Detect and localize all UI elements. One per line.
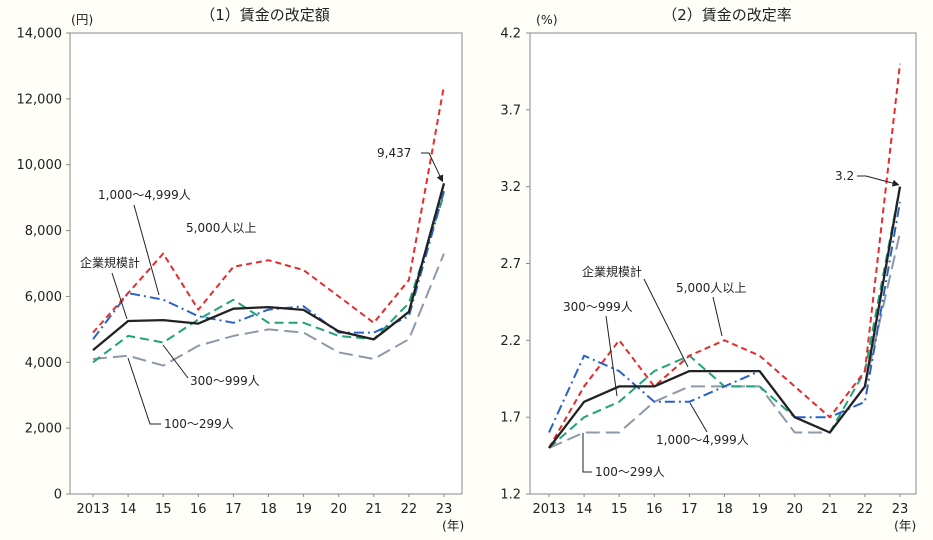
chart-1-xtick-label: 17	[225, 502, 242, 517]
chart-1-xtick-label: 14	[120, 502, 137, 517]
chart-2-label-5000-plus-leader	[712, 296, 723, 337]
chart-1-ytick-label: 14,000	[17, 27, 63, 42]
chart-2-label-1000-4999-leader	[689, 402, 708, 433]
chart-2-xtick-label: 22	[857, 502, 874, 517]
chart-2-value-callout: 3.2	[835, 169, 854, 183]
chart-2-value-callout-leader	[857, 175, 900, 187]
chart-2-x-unit-label: (年)	[894, 518, 916, 533]
chart-1-line-300-999	[92, 193, 445, 364]
chart-1-label-300-999: 300～999人	[190, 374, 260, 388]
chart-2-xtick-label: 18	[716, 502, 733, 517]
chart-1-label-total: 企業規模計	[80, 255, 140, 270]
chart-1-xtick-label: 16	[190, 502, 207, 517]
chart-1-label-300-999-leader	[162, 344, 189, 379]
chart-1: （1）賃金の改定額 (円) (年) 0 2,000 4,000 6,000 8,000 10,0…	[17, 6, 465, 533]
chart-1-xtick-label: 20	[330, 502, 347, 517]
chart-2-ytick-label: 3.7	[500, 103, 521, 118]
chart-2-label-total: 企業規模計	[582, 264, 642, 279]
chart-1-ytick-label: 8,000	[25, 224, 62, 239]
chart-1-ytick-label: 4,000	[25, 356, 62, 371]
chart-2-label-300-999-leader	[605, 315, 618, 397]
chart-2-line-total	[548, 186, 902, 449]
chart-2-ytick-label: 3.2	[500, 180, 521, 195]
chart-2-line-5000-plus	[548, 63, 901, 449]
chart-2-line-1000-4999	[548, 201, 901, 433]
chart-2-label-300-999: 300～999人	[563, 300, 633, 314]
chart-1-label-total-leader	[111, 272, 128, 320]
chart-2-ytick-label: 1.2	[500, 488, 521, 503]
chart-2-ytick-label: 4.2	[500, 27, 521, 42]
chart-2-xtick-label: 15	[611, 502, 628, 517]
chart-1-label-100-299-leader	[127, 357, 161, 425]
chart-2-plot-area	[529, 32, 917, 495]
chart-1-title: （1）賃金の改定額	[200, 6, 330, 24]
chart-1-xtick-label: 18	[260, 502, 277, 517]
chart-1-value-callout-leader	[421, 152, 444, 183]
chart-1-x-unit-label: (年)	[442, 518, 464, 533]
chart-1-xtick-label: 22	[401, 502, 418, 517]
chart-2-xtick-label: 2013	[532, 502, 565, 517]
chart-2-label-5000-plus: 5,000人以上	[676, 281, 746, 295]
chart-2-label-100-299: 100～299人	[595, 465, 665, 479]
chart-1-label-100-299: 100～299人	[164, 417, 234, 431]
chart-1-label-1000-4999-leader	[133, 204, 160, 296]
chart-2-ytick-label: 2.2	[500, 334, 521, 349]
chart-1-ytick-label: 0	[54, 488, 62, 503]
chart-2-xtick-label: 23	[892, 502, 909, 517]
chart-1-xtick-label: 19	[295, 502, 312, 517]
chart-1-value-callout: 9,437	[377, 146, 411, 160]
chart-2-label-1000-4999: 1,000～4,999人	[656, 433, 749, 447]
chart-1-xtick-label: 21	[366, 502, 383, 517]
chart-2-y-unit-label: (%)	[536, 12, 558, 27]
chart-2-xtick-label: 17	[681, 502, 698, 517]
chart-1-ytick-label: 10,000	[17, 158, 63, 173]
chart-2-xtick-label: 16	[646, 502, 663, 517]
chart-1-y-unit-label: (円)	[71, 12, 93, 27]
chart-1-xtick-label: 2013	[76, 502, 109, 517]
chart-2: （2）賃金の改定率 (%) (年) 1.2 1.7 2.2 2.7 3.2 3.7 4.2 2013…	[500, 6, 917, 533]
chart-1-ytick-label: 2,000	[25, 422, 62, 437]
chart-1-label-5000-plus: 5,000人以上	[186, 221, 256, 235]
chart-2-label-total-leader	[643, 278, 689, 368]
chart-1-plot-area	[69, 32, 463, 495]
chart-1-ytick-label: 12,000	[17, 92, 63, 107]
chart-1-ytick-label: 6,000	[25, 290, 62, 305]
chart-1-label-1000-4999: 1,000～4,999人	[98, 188, 191, 202]
chart-1-xtick-label: 23	[436, 502, 453, 517]
chart-2-xtick-label: 21	[822, 502, 839, 517]
chart-2-ytick-label: 1.7	[500, 411, 521, 426]
chart-2-ytick-label: 2.7	[500, 257, 521, 272]
chart-1-line-100-299	[92, 253, 445, 367]
chart-2-xtick-label: 14	[576, 502, 593, 517]
chart-2-label-100-299-leader	[582, 433, 592, 473]
chart-1-line-1000-4999	[92, 190, 445, 340]
chart-1-line-total	[92, 182, 446, 351]
chart-2-xtick-label: 19	[751, 502, 768, 517]
chart-2-xtick-label: 20	[786, 502, 803, 517]
chart-2-title: （2）賃金の改定率	[662, 6, 792, 24]
chart-1-xtick-label: 15	[155, 502, 172, 517]
chart-1-line-5000-plus	[92, 85, 445, 334]
